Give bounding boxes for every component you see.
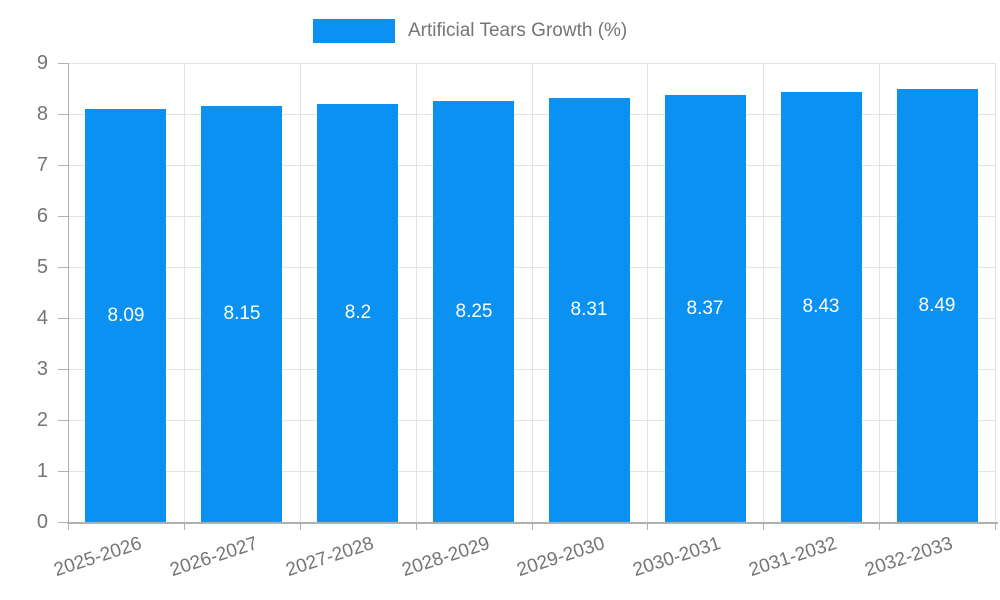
y-tick-label: 8 bbox=[36, 103, 48, 125]
y-tick bbox=[58, 267, 68, 268]
x-tick-label: 2029-2030 bbox=[514, 533, 608, 582]
y-tick-label: 1 bbox=[36, 460, 48, 482]
bar-value-label: 8.49 bbox=[918, 295, 956, 316]
gridline bbox=[531, 63, 533, 522]
x-tick-label: 2032-2033 bbox=[862, 533, 956, 582]
y-tick bbox=[58, 216, 68, 217]
y-tick-label: 9 bbox=[36, 52, 48, 74]
y-tick bbox=[58, 471, 68, 472]
bar[interactable] bbox=[317, 103, 398, 522]
bar-value-label: 8.43 bbox=[802, 296, 840, 317]
x-tick-label: 2030-2031 bbox=[630, 533, 724, 582]
y-tick bbox=[58, 522, 68, 523]
bar[interactable] bbox=[549, 98, 630, 522]
y-tick bbox=[58, 165, 68, 166]
gridline bbox=[183, 63, 185, 522]
bar-value-label: 8.09 bbox=[107, 305, 145, 326]
x-tick-label: 2025-2026 bbox=[51, 533, 145, 582]
x-tick bbox=[68, 522, 69, 530]
gridline bbox=[763, 63, 765, 522]
bar[interactable] bbox=[665, 95, 746, 522]
x-tick bbox=[183, 522, 185, 530]
legend-label: Artificial Tears Growth (%) bbox=[408, 20, 628, 41]
y-tick-label: 6 bbox=[36, 205, 48, 227]
x-tick-label: 2028-2029 bbox=[399, 533, 493, 582]
x-axis-line bbox=[67, 522, 998, 524]
y-tick bbox=[58, 369, 68, 370]
gridline bbox=[879, 63, 881, 522]
gridline bbox=[647, 63, 649, 522]
y-tick bbox=[58, 420, 68, 421]
bar-value-label: 8.2 bbox=[344, 302, 372, 323]
x-tick bbox=[763, 522, 765, 530]
y-tick-label: 0 bbox=[36, 511, 48, 533]
y-tick-label: 4 bbox=[36, 307, 48, 329]
x-tick-label: 2026-2027 bbox=[167, 533, 261, 582]
y-axis-line bbox=[68, 63, 69, 522]
bar-value-label: 8.15 bbox=[223, 303, 261, 324]
x-tick bbox=[879, 522, 881, 530]
y-tick-label: 7 bbox=[36, 154, 48, 176]
bar-value-label: 8.37 bbox=[686, 298, 724, 319]
bar[interactable] bbox=[781, 92, 862, 522]
y-tick-label: 3 bbox=[36, 358, 48, 380]
x-tick-label: 2031-2032 bbox=[746, 533, 840, 582]
bar[interactable] bbox=[201, 106, 282, 522]
bar-value-label: 8.25 bbox=[455, 301, 493, 322]
gridline bbox=[415, 63, 417, 522]
x-tick bbox=[995, 522, 996, 530]
gridline bbox=[299, 63, 301, 522]
bar[interactable] bbox=[433, 101, 514, 522]
x-tick bbox=[531, 522, 533, 530]
y-tick bbox=[58, 63, 68, 64]
y-tick-label: 2 bbox=[36, 409, 48, 431]
x-tick bbox=[299, 522, 301, 530]
x-tick bbox=[647, 522, 649, 530]
legend-swatch[interactable] bbox=[313, 19, 395, 43]
y-tick bbox=[58, 114, 68, 115]
x-tick bbox=[415, 522, 417, 530]
bar-value-label: 8.31 bbox=[570, 299, 608, 320]
x-tick-label: 2027-2028 bbox=[283, 533, 377, 582]
bar[interactable] bbox=[85, 109, 166, 522]
chart-legend[interactable]: Artificial Tears Growth (%) bbox=[313, 19, 627, 43]
y-tick-label: 5 bbox=[36, 256, 48, 278]
bar[interactable] bbox=[897, 89, 978, 522]
gridline bbox=[995, 63, 996, 522]
y-tick bbox=[58, 318, 68, 319]
